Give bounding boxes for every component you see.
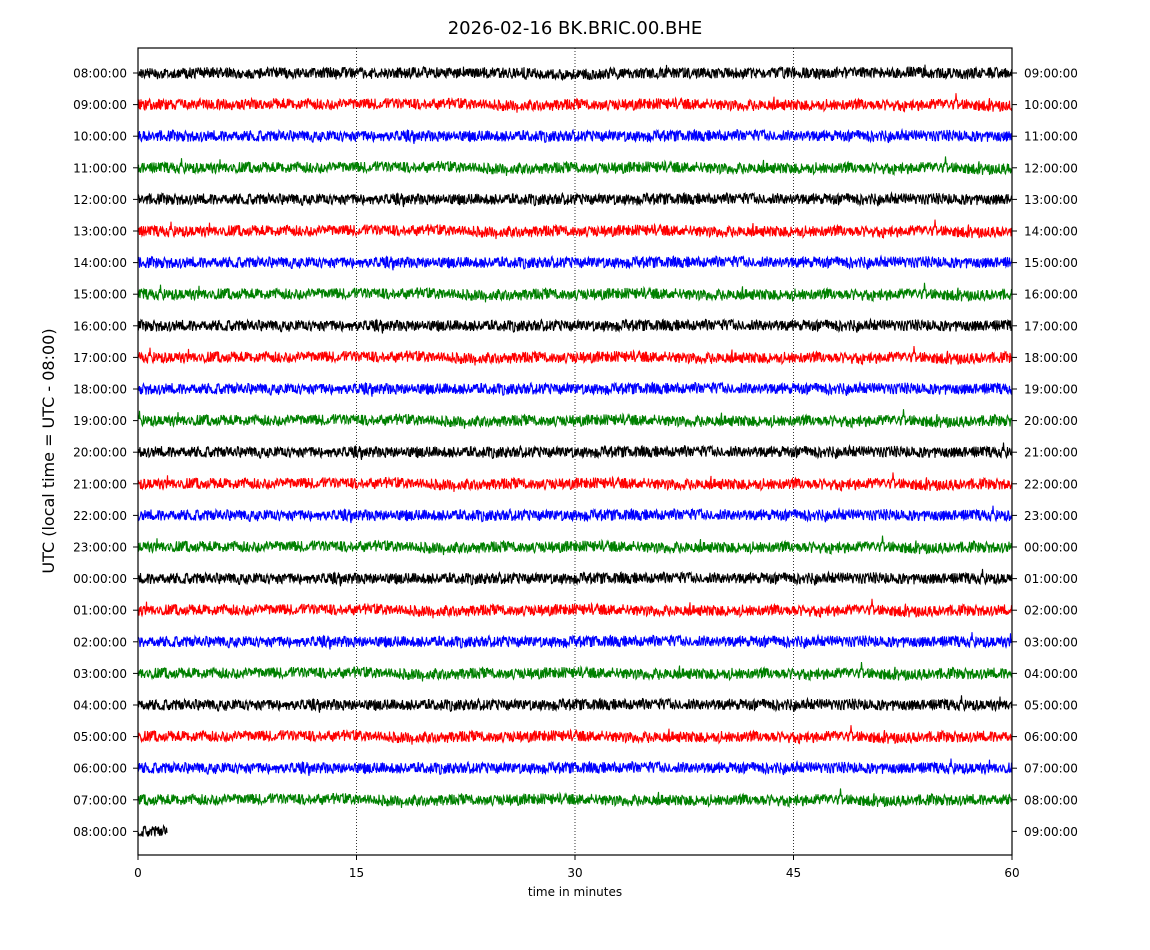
right-tick-label: 12:00:00 bbox=[1024, 161, 1078, 175]
trace-line-12 bbox=[137, 442, 1013, 460]
trace-line-20 bbox=[137, 695, 1013, 713]
x-tick-label: 0 bbox=[134, 866, 142, 880]
trace-line-11 bbox=[137, 409, 1013, 429]
trace-line-1 bbox=[137, 93, 1013, 113]
left-tick-label: 18:00:00 bbox=[73, 383, 127, 397]
right-tick-label: 05:00:00 bbox=[1024, 699, 1078, 713]
right-tick-label: 22:00:00 bbox=[1024, 477, 1078, 491]
left-tick-label: 20:00:00 bbox=[73, 446, 127, 460]
left-tick-label: 00:00:00 bbox=[73, 572, 127, 586]
left-tick-labels: 08:00:00 09:00:00 10:00:00 11:00:00 12:00:00… bbox=[73, 67, 138, 839]
right-tick-label: 18:00:00 bbox=[1024, 351, 1078, 365]
right-tick-label: 23:00:00 bbox=[1024, 509, 1078, 523]
trace-line-6 bbox=[137, 254, 1013, 271]
x-tick-label: 15 bbox=[349, 866, 364, 880]
x-tick-label: 45 bbox=[786, 866, 801, 880]
right-tick-label: 13:00:00 bbox=[1024, 193, 1078, 207]
right-tick-label: 00:00:00 bbox=[1024, 541, 1078, 555]
trace-line-23 bbox=[137, 788, 1013, 809]
left-tick-label: 22:00:00 bbox=[73, 509, 127, 523]
trace-line-9 bbox=[137, 345, 1013, 366]
right-tick-label: 16:00:00 bbox=[1024, 288, 1078, 302]
left-tick-label: 21:00:00 bbox=[73, 477, 127, 491]
left-tick-label: 11:00:00 bbox=[73, 161, 127, 175]
left-tick-label: 01:00:00 bbox=[73, 604, 127, 618]
left-tick-label: 03:00:00 bbox=[73, 667, 127, 681]
right-tick-label: 10:00:00 bbox=[1024, 98, 1078, 112]
left-tick-label: 06:00:00 bbox=[73, 762, 127, 776]
grid-lines bbox=[356, 48, 794, 855]
trace-line-5 bbox=[137, 219, 1013, 240]
trace-line-14 bbox=[137, 505, 1013, 524]
trace-line-17 bbox=[137, 598, 1013, 619]
right-tick-label: 20:00:00 bbox=[1024, 414, 1078, 428]
right-tick-label: 09:00:00 bbox=[1024, 67, 1078, 81]
left-tick-label: 17:00:00 bbox=[73, 351, 127, 365]
right-tick-label: 15:00:00 bbox=[1024, 256, 1078, 270]
right-tick-label: 03:00:00 bbox=[1024, 635, 1078, 649]
left-tick-label: 10:00:00 bbox=[73, 130, 127, 144]
right-tick-label: 02:00:00 bbox=[1024, 604, 1078, 618]
left-tick-label: 04:00:00 bbox=[73, 699, 127, 713]
trace-line-2 bbox=[137, 127, 1013, 144]
trace-line-4 bbox=[137, 191, 1013, 208]
right-tick-label: 04:00:00 bbox=[1024, 667, 1078, 681]
left-tick-label: 19:00:00 bbox=[73, 414, 127, 428]
right-tick-label: 01:00:00 bbox=[1024, 572, 1078, 586]
trace-line-3 bbox=[137, 156, 1013, 177]
trace-line-8 bbox=[137, 317, 1013, 334]
left-tick-label: 08:00:00 bbox=[73, 825, 127, 839]
right-tick-label: 14:00:00 bbox=[1024, 225, 1078, 239]
right-tick-label: 08:00:00 bbox=[1024, 793, 1078, 807]
left-tick-label: 07:00:00 bbox=[73, 793, 127, 807]
trace-line-24 bbox=[137, 823, 168, 837]
trace-line-13 bbox=[137, 472, 1013, 493]
left-tick-label: 14:00:00 bbox=[73, 256, 127, 270]
right-tick-labels: 09:00:00 10:00:00 11:00:00 12:00:00 13:00:00… bbox=[1012, 67, 1078, 839]
left-tick-label: 15:00:00 bbox=[73, 288, 127, 302]
trace-line-19 bbox=[137, 661, 1013, 682]
right-tick-label: 06:00:00 bbox=[1024, 730, 1078, 744]
right-tick-label: 11:00:00 bbox=[1024, 130, 1078, 144]
right-tick-label: 09:00:00 bbox=[1024, 825, 1078, 839]
x-tick-label: 60 bbox=[1004, 866, 1019, 880]
left-tick-label: 08:00:00 bbox=[73, 67, 127, 81]
trace-line-10 bbox=[137, 380, 1013, 397]
trace-line-18 bbox=[137, 632, 1013, 650]
chart-title: 2026-02-16 BK.BRIC.00.BHE bbox=[448, 18, 703, 39]
right-tick-label: 19:00:00 bbox=[1024, 383, 1078, 397]
left-tick-label: 12:00:00 bbox=[73, 193, 127, 207]
trace-line-22 bbox=[137, 758, 1013, 776]
right-tick-label: 21:00:00 bbox=[1024, 446, 1078, 460]
trace-line-0 bbox=[137, 64, 1013, 82]
left-tick-label: 13:00:00 bbox=[73, 225, 127, 239]
trace-line-21 bbox=[137, 725, 1013, 745]
x-axis-label: time in minutes bbox=[528, 885, 622, 899]
right-tick-label: 17:00:00 bbox=[1024, 319, 1078, 333]
left-tick-label: 09:00:00 bbox=[73, 98, 127, 112]
trace-line-16 bbox=[137, 568, 1013, 587]
x-tick-labels: 0 15 30 45 60 bbox=[134, 855, 1020, 880]
trace-line-15 bbox=[137, 535, 1013, 556]
right-tick-label: 07:00:00 bbox=[1024, 762, 1078, 776]
x-tick-label: 30 bbox=[567, 866, 582, 880]
left-tick-label: 23:00:00 bbox=[73, 541, 127, 555]
left-tick-label: 05:00:00 bbox=[73, 730, 127, 744]
left-tick-label: 02:00:00 bbox=[73, 635, 127, 649]
trace-line-7 bbox=[137, 282, 1013, 303]
y-axis-label: UTC (local time = UTC - 08:00) bbox=[39, 328, 58, 573]
left-tick-label: 16:00:00 bbox=[73, 319, 127, 333]
seismic-traces bbox=[137, 64, 1013, 837]
